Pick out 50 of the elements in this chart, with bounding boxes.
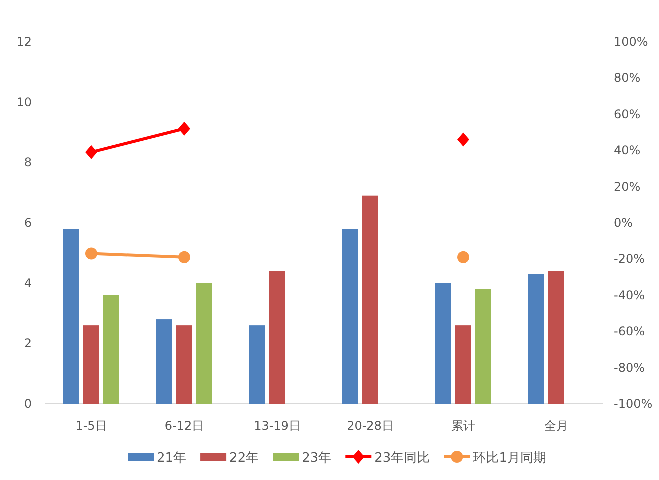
point: [86, 248, 98, 260]
bar: [270, 271, 286, 404]
bar: [528, 274, 544, 404]
y-tick-label: 12: [16, 35, 32, 49]
bar: [84, 326, 100, 404]
point: [178, 122, 190, 136]
point: [458, 132, 470, 147]
y-tick-label: 10: [16, 95, 32, 110]
bar: [548, 271, 564, 404]
point: [86, 145, 98, 160]
x-tick-label: 全月: [544, 419, 568, 433]
bar: [342, 229, 358, 404]
legend-label: 21年: [157, 451, 187, 466]
bar: [250, 326, 266, 404]
y2-tick-label: 100%: [614, 35, 648, 49]
x-tick-label: 13-19日: [254, 419, 301, 433]
bar: [196, 283, 212, 404]
y2-tick-label: 20%: [614, 180, 641, 194]
legend-label: 环比1月同期: [473, 451, 546, 466]
bar: [456, 326, 472, 404]
y-tick-label: 0: [24, 397, 32, 411]
point: [458, 251, 470, 264]
legend-label: 22年: [230, 451, 260, 466]
bar: [362, 196, 378, 404]
y2-tick-label: 0%: [614, 216, 634, 230]
y2-tick-label: -40%: [614, 288, 646, 302]
y-tick-label: 8: [24, 156, 32, 170]
y-tick-label: 6: [24, 216, 32, 230]
y-tick-label: 2: [24, 336, 32, 351]
y2-tick-label: 60%: [614, 107, 641, 122]
x-tick-label: 1-5日: [76, 419, 108, 433]
y2-tick-label: 40%: [614, 144, 641, 158]
x-tick-label: 累计: [452, 419, 476, 433]
y2-tick-label: -20%: [614, 252, 646, 266]
x-tick-label: 6-12日: [164, 419, 204, 433]
legend-label: 23年同比: [374, 451, 430, 466]
y2-tick-label: -80%: [614, 360, 646, 375]
bar: [104, 295, 120, 404]
bar: [64, 229, 80, 404]
bar: [156, 320, 172, 404]
legend-label: 23年: [302, 451, 332, 466]
point: [178, 251, 190, 264]
x-tick-label: 20-28日: [347, 419, 394, 433]
y2-tick-label: -100%: [614, 397, 653, 411]
y2-tick-label: -60%: [614, 324, 646, 339]
y2-tick-label: 80%: [614, 71, 641, 86]
bar: [436, 283, 452, 404]
bar: [176, 326, 192, 404]
y-tick-label: 4: [24, 276, 32, 290]
bar: [476, 289, 492, 404]
